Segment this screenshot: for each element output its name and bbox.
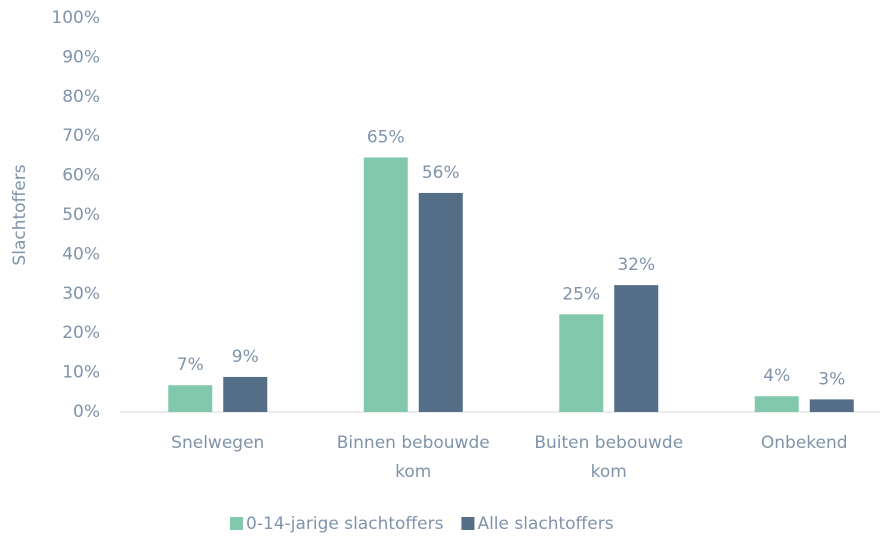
x-tick-label: Binnen bebouwde kom bbox=[337, 433, 490, 482]
y-tick-label: 60% bbox=[62, 166, 100, 186]
y-tick-label: 80% bbox=[62, 87, 100, 107]
y-tick-label: 100% bbox=[51, 8, 100, 28]
y-tick-label: 30% bbox=[62, 284, 100, 304]
legend-swatch bbox=[230, 517, 243, 530]
y-tick-label: 40% bbox=[62, 244, 100, 264]
x-tick-label: Snelwegen bbox=[171, 433, 264, 453]
value-label: 32% bbox=[617, 255, 655, 275]
bar bbox=[614, 285, 659, 412]
y-tick-label: 90% bbox=[62, 47, 100, 67]
x-tick-label: Onbekend bbox=[761, 433, 848, 453]
legend-swatch bbox=[461, 517, 475, 530]
bar bbox=[168, 385, 213, 412]
legend-label: Alle slachtoffers bbox=[477, 514, 613, 534]
value-label: 9% bbox=[232, 347, 259, 367]
y-tick-label: 50% bbox=[62, 205, 100, 225]
legend-label: 0-14-jarige slachtoffers bbox=[246, 514, 444, 534]
y-axis-label: Slachtoffers bbox=[10, 164, 30, 265]
bar bbox=[223, 376, 268, 412]
bar bbox=[754, 396, 799, 412]
bar bbox=[559, 314, 604, 412]
y-tick-label: 0% bbox=[73, 402, 100, 422]
value-label: 7% bbox=[177, 355, 204, 375]
value-label: 25% bbox=[562, 284, 600, 304]
value-label: 4% bbox=[763, 366, 790, 386]
y-tick-label: 70% bbox=[62, 126, 100, 146]
value-label: 3% bbox=[818, 369, 845, 389]
bar bbox=[418, 192, 463, 412]
x-tick-label: Buiten bebouwde kom bbox=[534, 433, 683, 482]
bar bbox=[363, 157, 408, 412]
y-tick-label: 10% bbox=[62, 363, 100, 383]
value-label: 65% bbox=[367, 127, 405, 147]
y-tick-label: 20% bbox=[62, 323, 100, 343]
value-label: 56% bbox=[422, 163, 460, 183]
bar bbox=[809, 399, 854, 412]
